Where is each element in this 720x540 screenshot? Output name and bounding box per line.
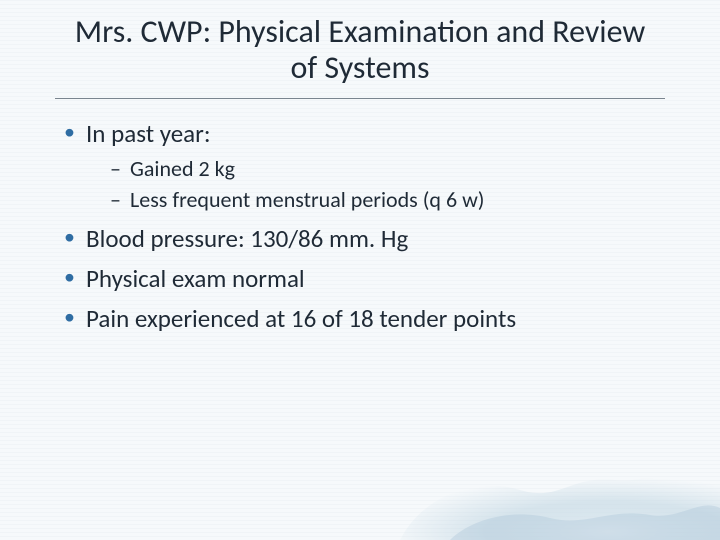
list-item-text: Pain experienced at 16 of 18 tender poin… (86, 303, 516, 334)
list-item-text: Less frequent menstrual periods (q 6 w) (130, 186, 484, 213)
list-item: Physical exam normal (58, 262, 662, 296)
bullet-list: In past year: Gained 2 kg Less frequent … (58, 117, 662, 336)
list-item-text: In past year: (86, 118, 211, 149)
bullet-sublist: Gained 2 kg Less frequent menstrual peri… (86, 154, 662, 214)
slide: Mrs. CWP: Physical Examination and Revie… (0, 0, 720, 540)
content-area: In past year: Gained 2 kg Less frequent … (0, 99, 720, 336)
slide-title: Mrs. CWP: Physical Examination and Revie… (60, 14, 660, 92)
list-item: Blood pressure: 130/86 mm. Hg (58, 222, 662, 256)
list-item: Less frequent menstrual periods (q 6 w) (110, 185, 662, 214)
list-item: Pain experienced at 16 of 18 tender poin… (58, 302, 662, 336)
list-item-text: Gained 2 kg (130, 155, 235, 182)
list-item: Gained 2 kg (110, 154, 662, 183)
list-item: In past year: Gained 2 kg Less frequent … (58, 117, 662, 215)
title-block: Mrs. CWP: Physical Examination and Revie… (0, 0, 720, 96)
list-item-text: Blood pressure: 130/86 mm. Hg (86, 223, 408, 254)
list-item-text: Physical exam normal (86, 263, 305, 294)
decorative-watercolor (360, 380, 720, 540)
